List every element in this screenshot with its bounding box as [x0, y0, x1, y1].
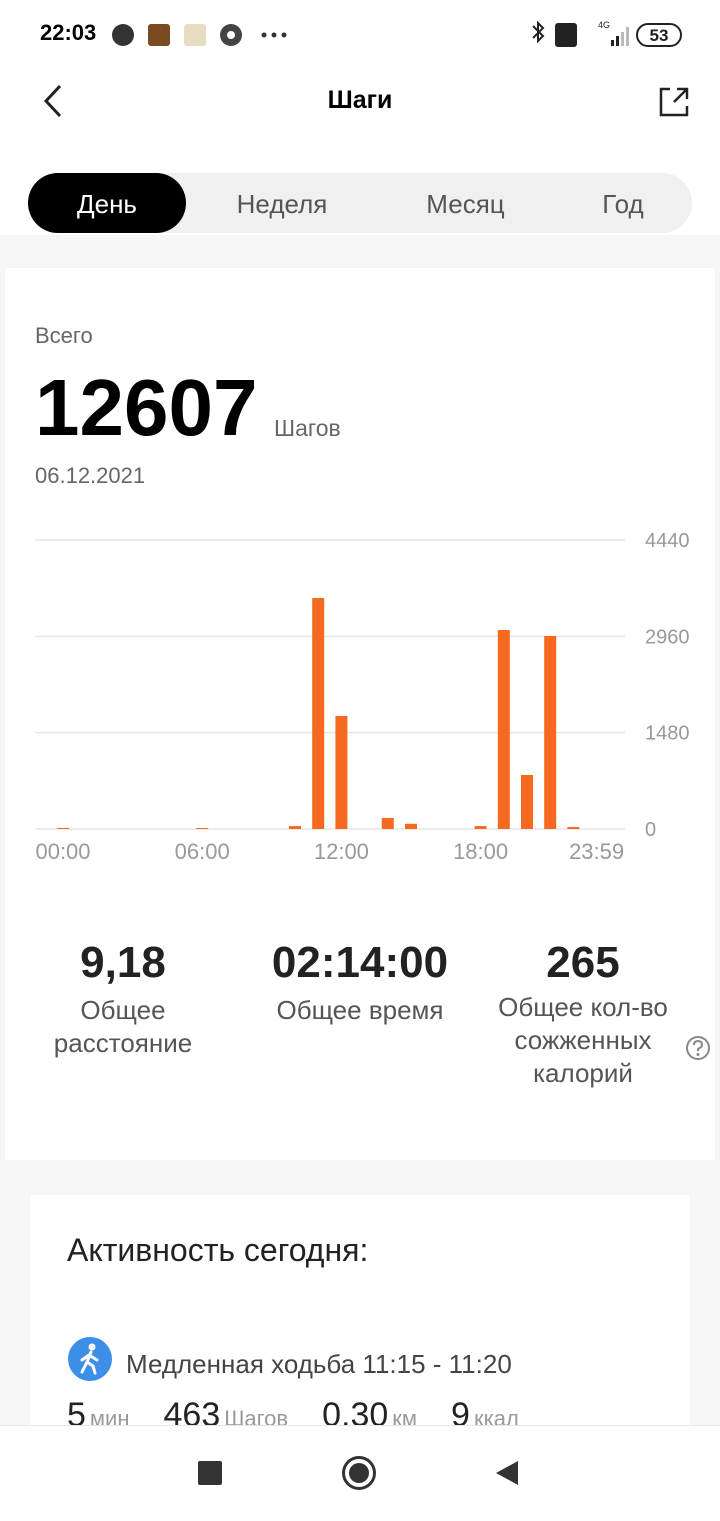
total-steps: 12607 — [35, 363, 258, 452]
status-icons — [112, 24, 287, 46]
network-type: 4G — [598, 20, 610, 30]
tab[interactable]: День — [28, 173, 186, 233]
system-icons: 4G 53 — [532, 20, 682, 47]
bar — [497, 630, 510, 829]
home-button[interactable] — [341, 1455, 377, 1491]
activity-title: Активность сегодня: — [67, 1232, 369, 1268]
recents-button[interactable] — [198, 1461, 222, 1485]
steps-chart: 0 1480 2960 4440 00:00 06:00 12:00 18:00 23:59 — [35, 530, 690, 864]
stat-value: 265 — [546, 938, 620, 987]
total-label: Всего — [35, 323, 93, 348]
bar — [405, 823, 417, 829]
bar — [196, 828, 209, 829]
page-title: Шаги — [327, 86, 393, 114]
x-tick-label: 18:00 — [453, 839, 508, 864]
tab[interactable]: Год — [602, 189, 644, 219]
bar — [521, 774, 533, 829]
activity-metrics: 5 мин 463 Шагов 0,30 км 9 ккал — [67, 1396, 687, 1425]
y-tick-label: 0 — [645, 819, 656, 841]
back-button[interactable] — [40, 82, 70, 120]
summary-date: 06.12.2021 — [35, 463, 146, 488]
y-tick-label: 4440 — [645, 530, 690, 552]
metric-value: 463 — [163, 1396, 221, 1425]
x-tick-label: 06:00 — [175, 839, 230, 864]
tab[interactable]: Неделя — [236, 189, 328, 219]
bar — [312, 597, 325, 829]
stat-label: Общее время — [276, 995, 444, 1025]
x-tick-label: 00:00 — [35, 839, 90, 864]
stat-value: 02:14:00 — [271, 938, 449, 987]
battery-level: 53 — [650, 26, 669, 45]
metric-unit: км — [392, 1406, 418, 1425]
metric-unit: мин — [89, 1406, 130, 1425]
stat: 9,18 Общее расстояние — [23, 938, 223, 1060]
bar — [335, 716, 348, 829]
stat: 265 Общее кол-во сожженных калорий — [483, 938, 683, 1090]
bar — [474, 826, 487, 829]
back-nav-button[interactable] — [494, 1459, 520, 1487]
share-button[interactable] — [656, 84, 692, 120]
bar — [544, 636, 557, 829]
y-tick-label: 2960 — [645, 626, 690, 648]
stat-label: Общее кол-во сожженных калорий — [498, 992, 668, 1088]
metric-unit: Шагов — [224, 1406, 289, 1425]
x-tick-label: 23:59 — [569, 839, 624, 864]
help-icon[interactable] — [684, 1034, 712, 1062]
summary-card — [5, 268, 715, 1160]
y-tick-label: 1480 — [645, 723, 690, 745]
x-tick-label: 12:00 — [314, 839, 369, 864]
bar — [289, 826, 301, 829]
bar — [381, 817, 394, 829]
activity-name: Медленная ходьба 11:15 - 11:20 — [126, 1349, 512, 1379]
metric-value: 0,30 — [322, 1396, 389, 1425]
metric-value: 5 — [67, 1396, 86, 1425]
stat-label: Общее расстояние — [53, 995, 193, 1058]
period-tabs: День Неделя Месяц Год — [28, 173, 692, 233]
walk-icon — [68, 1337, 112, 1381]
metric-unit: ккал — [473, 1406, 519, 1425]
stat-value: 9,18 — [80, 938, 166, 987]
navigation-bar — [0, 1425, 720, 1521]
stat: 02:14:00 Общее время — [255, 938, 465, 1027]
bar — [567, 827, 580, 829]
tab[interactable]: Месяц — [426, 189, 505, 219]
bar — [57, 828, 69, 829]
total-unit: Шагов — [274, 415, 341, 441]
metric-value: 9 — [451, 1396, 470, 1425]
status-time: 22:03 — [40, 20, 97, 45]
